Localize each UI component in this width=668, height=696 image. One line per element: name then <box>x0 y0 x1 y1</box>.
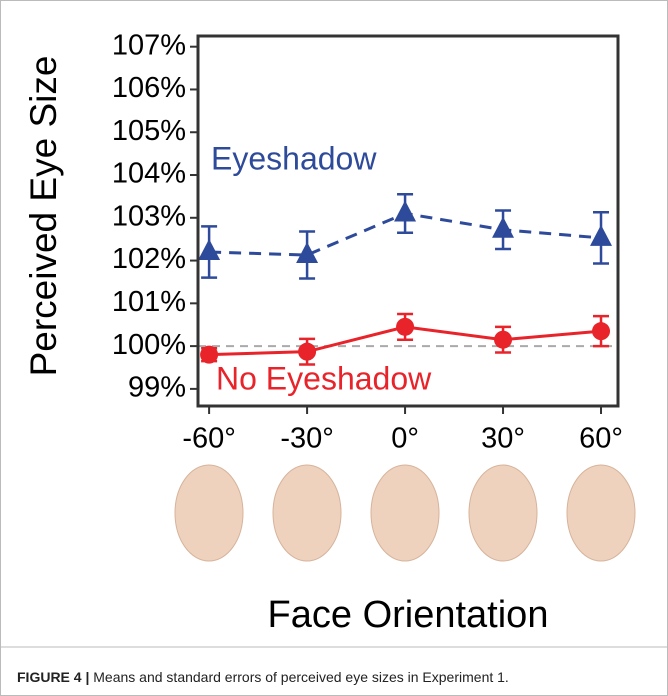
caption-label: FIGURE 4 | <box>17 669 89 685</box>
series-label: No Eyeshadow <box>216 360 432 396</box>
y-tick-label: 103% <box>112 200 186 232</box>
x-tick-label: 30° <box>481 423 525 455</box>
y-tick-label: 102% <box>112 243 186 275</box>
y-tick-label: 101% <box>112 286 186 318</box>
point <box>592 322 610 340</box>
chart: Perceived Eye Size Face Orientation 99% 1… <box>1 1 667 651</box>
point <box>298 343 316 361</box>
caption-text: Means and standard errors of perceived e… <box>93 669 509 685</box>
y-tick-label: 106% <box>112 72 186 104</box>
y-axis-label: Perceived Eye Size <box>23 56 64 377</box>
point <box>492 217 514 238</box>
point <box>590 225 612 246</box>
series-label: Eyeshadow <box>211 140 377 176</box>
y-tick-label: 107% <box>112 29 186 61</box>
y-tick-label: 99% <box>128 372 186 404</box>
caption: FIGURE 4 | Means and standard errors of … <box>17 669 509 685</box>
x-tick-label: -30° <box>280 423 334 455</box>
point <box>394 201 416 222</box>
y-tick-label: 105% <box>112 115 186 147</box>
faces <box>175 465 635 561</box>
y-tick-label: 104% <box>112 158 186 190</box>
point <box>396 318 414 336</box>
x-tick-label: -60° <box>182 423 236 455</box>
point <box>494 331 512 349</box>
y-tick-label: 100% <box>112 329 186 361</box>
point <box>198 239 220 260</box>
x-axis-label: Face Orientation <box>268 594 549 636</box>
figure: Perceived Eye Size Face Orientation 99% 1… <box>0 0 668 696</box>
x-tick-label: 60° <box>579 423 623 455</box>
x-tick-label: 0° <box>391 423 419 455</box>
